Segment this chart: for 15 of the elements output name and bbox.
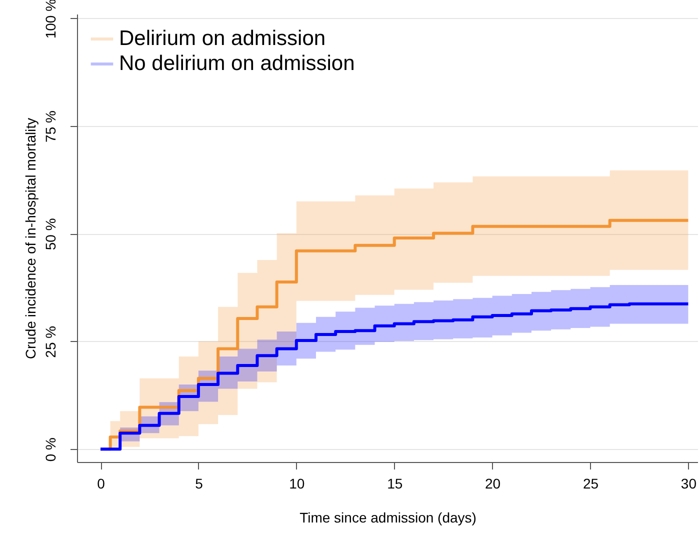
y-tick-label: 25 % bbox=[42, 326, 58, 358]
x-tick-label: 30 bbox=[680, 476, 697, 492]
legend-label: No delirium on admission bbox=[119, 52, 355, 75]
x-tick-label: 20 bbox=[485, 476, 501, 492]
y-tick-label: 0 % bbox=[42, 438, 58, 462]
legend-label: Delirium on admission bbox=[119, 27, 326, 50]
x-tick-label: 25 bbox=[582, 476, 599, 492]
x-tick-label: 15 bbox=[387, 476, 403, 492]
x-tick-label: 5 bbox=[195, 476, 204, 492]
y-tick-label: 75 % bbox=[42, 110, 58, 142]
x-axis-title: Time since admission (days) bbox=[300, 510, 476, 526]
y-tick-label: 50 % bbox=[42, 218, 58, 250]
y-axis-title: Crude incidence of in-hospital mortality bbox=[22, 118, 38, 360]
x-tick-label: 10 bbox=[289, 476, 305, 492]
x-tick-label: 0 bbox=[97, 476, 106, 492]
